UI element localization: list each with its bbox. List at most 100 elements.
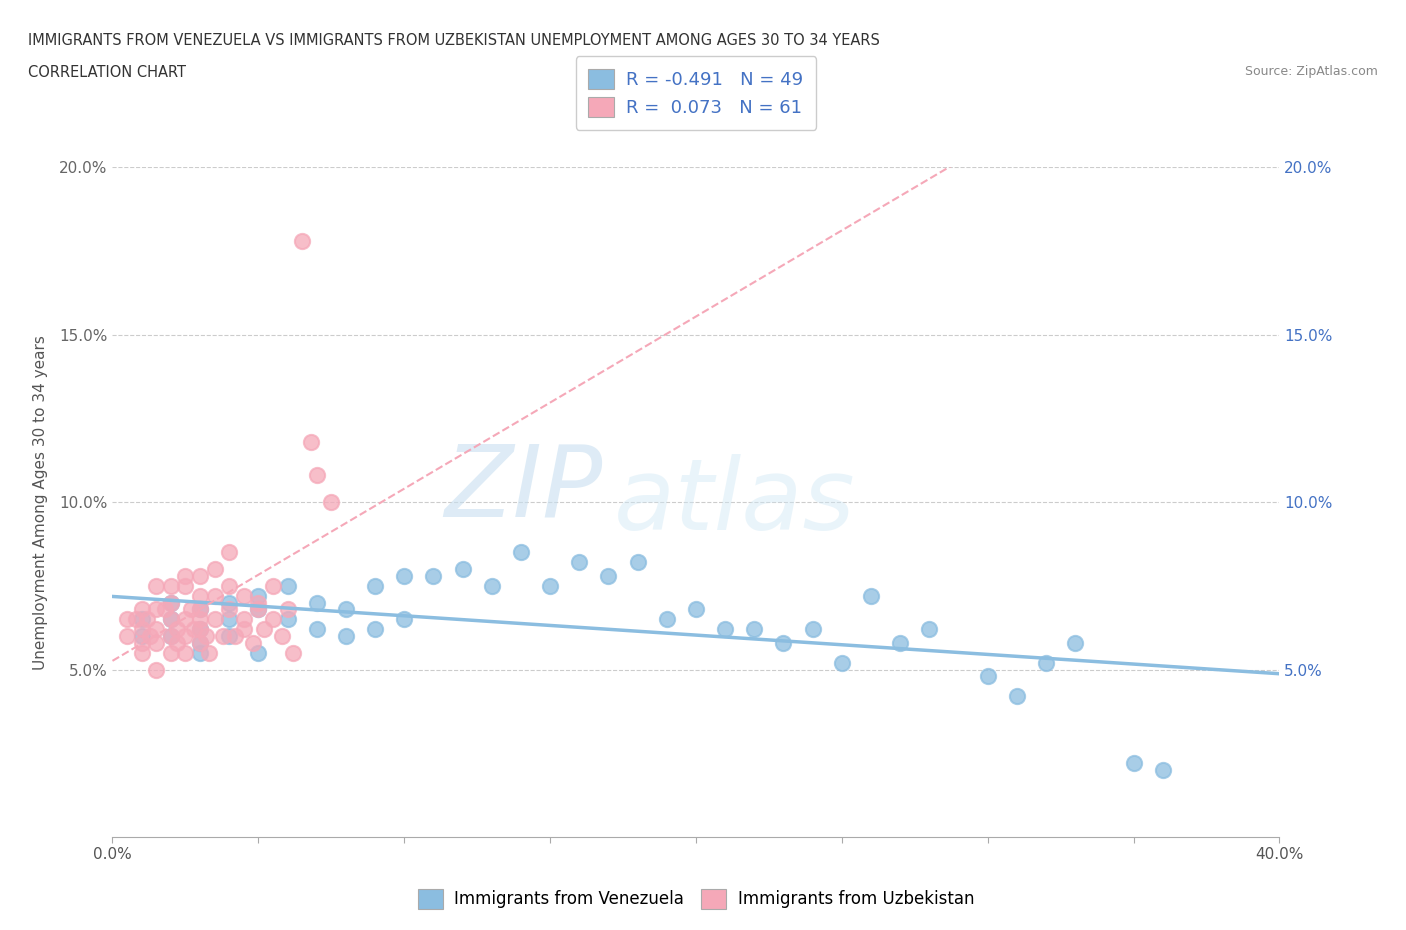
- Point: [1152, 763, 1174, 777]
- Point: [160, 595, 183, 610]
- Point: [166, 622, 188, 637]
- Point: [131, 612, 153, 627]
- Point: [321, 495, 343, 510]
- Point: [598, 568, 620, 583]
- Point: [160, 612, 183, 627]
- Point: [174, 568, 197, 583]
- Point: [174, 645, 197, 660]
- Point: [188, 612, 211, 627]
- Legend: Immigrants from Venezuela, Immigrants from Uzbekistan: Immigrants from Venezuela, Immigrants fr…: [411, 882, 981, 916]
- Point: [247, 645, 270, 660]
- Text: atlas: atlas: [614, 454, 856, 551]
- Point: [218, 629, 240, 644]
- Point: [131, 622, 153, 637]
- Point: [270, 629, 292, 644]
- Point: [174, 578, 197, 593]
- Point: [183, 622, 205, 637]
- Point: [188, 568, 211, 583]
- Point: [166, 635, 188, 650]
- Point: [145, 662, 167, 677]
- Point: [139, 629, 162, 644]
- Point: [305, 595, 328, 610]
- Text: CORRELATION CHART: CORRELATION CHART: [28, 65, 186, 80]
- Text: IMMIGRANTS FROM VENEZUELA VS IMMIGRANTS FROM UZBEKISTAN UNEMPLOYMENT AMONG AGES : IMMIGRANTS FROM VENEZUELA VS IMMIGRANTS …: [28, 33, 880, 47]
- Point: [160, 629, 183, 644]
- Y-axis label: Unemployment Among Ages 30 to 34 years: Unemployment Among Ages 30 to 34 years: [34, 335, 48, 670]
- Point: [291, 233, 314, 248]
- Point: [509, 545, 531, 560]
- Point: [204, 562, 226, 577]
- Point: [1122, 756, 1144, 771]
- Point: [276, 612, 298, 627]
- Point: [242, 635, 264, 650]
- Point: [889, 635, 911, 650]
- Point: [283, 645, 305, 660]
- Point: [218, 595, 240, 610]
- Point: [1005, 689, 1028, 704]
- Point: [232, 622, 254, 637]
- Point: [218, 578, 240, 593]
- Point: [131, 645, 153, 660]
- Point: [160, 578, 183, 593]
- Point: [305, 622, 328, 637]
- Point: [742, 622, 765, 637]
- Point: [145, 578, 167, 593]
- Point: [218, 602, 240, 617]
- Point: [247, 602, 270, 617]
- Point: [918, 622, 941, 637]
- Point: [232, 612, 254, 627]
- Point: [364, 578, 387, 593]
- Point: [174, 629, 197, 644]
- Point: [218, 545, 240, 560]
- Point: [685, 602, 707, 617]
- Point: [160, 629, 183, 644]
- Point: [538, 578, 561, 593]
- Point: [276, 602, 298, 617]
- Point: [976, 669, 998, 684]
- Point: [131, 629, 153, 644]
- Point: [160, 612, 183, 627]
- Point: [115, 612, 138, 627]
- Point: [188, 589, 211, 604]
- Point: [392, 568, 416, 583]
- Point: [194, 629, 217, 644]
- Point: [801, 622, 824, 637]
- Point: [247, 595, 270, 610]
- Point: [626, 555, 648, 570]
- Point: [262, 612, 284, 627]
- Point: [247, 602, 270, 617]
- Point: [125, 612, 148, 627]
- Point: [364, 622, 387, 637]
- Point: [1035, 656, 1057, 671]
- Point: [392, 612, 416, 627]
- Point: [180, 602, 202, 617]
- Point: [232, 589, 254, 604]
- Point: [218, 612, 240, 627]
- Point: [197, 645, 219, 660]
- Point: [253, 622, 276, 637]
- Point: [188, 645, 211, 660]
- Point: [160, 645, 183, 660]
- Point: [188, 635, 211, 650]
- Point: [481, 578, 503, 593]
- Text: Source: ZipAtlas.com: Source: ZipAtlas.com: [1244, 65, 1378, 78]
- Point: [131, 635, 153, 650]
- Point: [859, 589, 883, 604]
- Point: [451, 562, 474, 577]
- Point: [772, 635, 794, 650]
- Point: [188, 622, 211, 637]
- Point: [188, 602, 211, 617]
- Point: [335, 602, 357, 617]
- Point: [145, 635, 167, 650]
- Point: [212, 629, 235, 644]
- Point: [131, 602, 153, 617]
- Point: [247, 589, 270, 604]
- Point: [276, 578, 298, 593]
- Point: [204, 589, 226, 604]
- Point: [262, 578, 284, 593]
- Point: [1064, 635, 1087, 650]
- Text: ZIP: ZIP: [444, 440, 603, 538]
- Point: [568, 555, 591, 570]
- Point: [299, 434, 322, 449]
- Point: [115, 629, 138, 644]
